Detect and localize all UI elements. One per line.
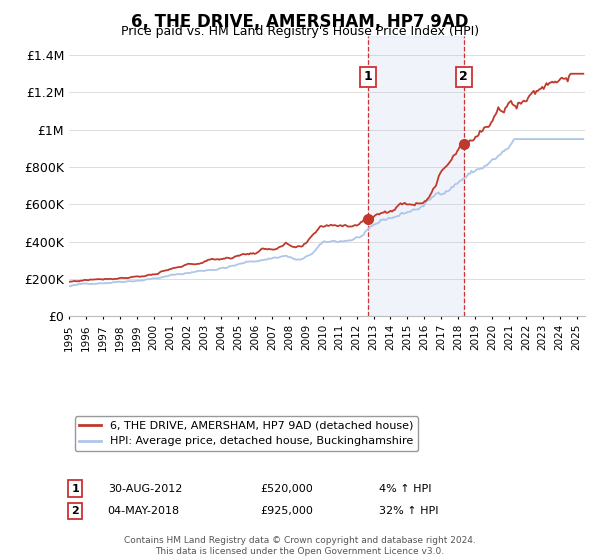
Text: 6, THE DRIVE, AMERSHAM, HP7 9AD: 6, THE DRIVE, AMERSHAM, HP7 9AD [131, 13, 469, 31]
Text: 1: 1 [364, 71, 372, 83]
Text: 4% ↑ HPI: 4% ↑ HPI [379, 484, 431, 493]
Text: 2: 2 [71, 506, 79, 516]
Text: Contains HM Land Registry data © Crown copyright and database right 2024.
This d: Contains HM Land Registry data © Crown c… [124, 536, 476, 556]
Text: 04-MAY-2018: 04-MAY-2018 [108, 506, 180, 516]
Text: £520,000: £520,000 [260, 484, 313, 493]
Text: 32% ↑ HPI: 32% ↑ HPI [379, 506, 438, 516]
Text: 30-AUG-2012: 30-AUG-2012 [108, 484, 182, 493]
Legend: 6, THE DRIVE, AMERSHAM, HP7 9AD (detached house), HPI: Average price, detached h: 6, THE DRIVE, AMERSHAM, HP7 9AD (detache… [74, 417, 418, 451]
Text: 2: 2 [460, 71, 468, 83]
Text: 1: 1 [71, 484, 79, 493]
Bar [368, 36, 464, 316]
Text: £925,000: £925,000 [260, 506, 313, 516]
Text: Price paid vs. HM Land Registry's House Price Index (HPI): Price paid vs. HM Land Registry's House … [121, 25, 479, 38]
